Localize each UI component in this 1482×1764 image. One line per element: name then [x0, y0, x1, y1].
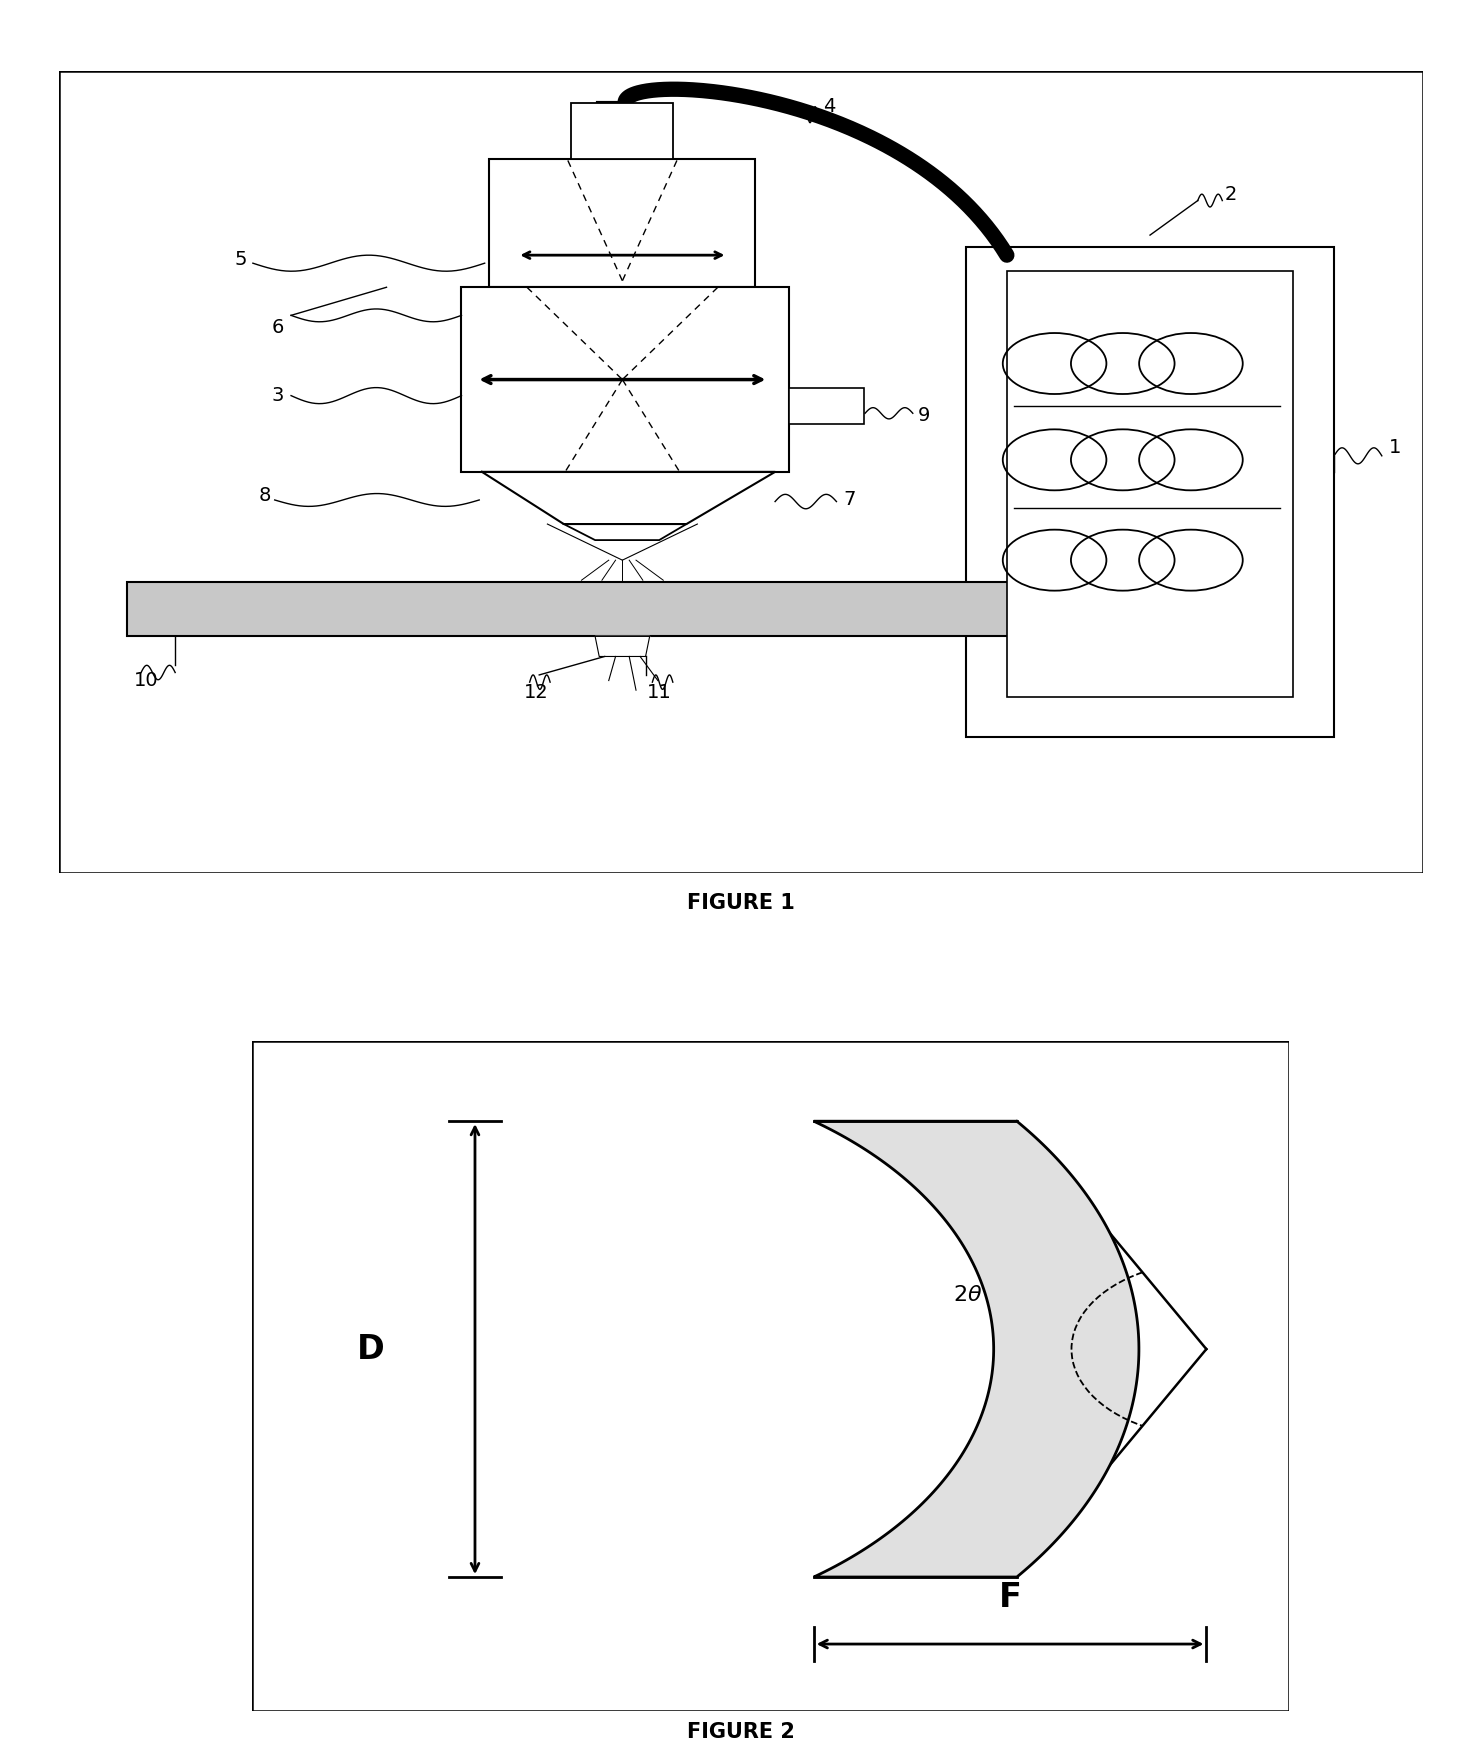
Bar — [788, 388, 864, 423]
Text: 5: 5 — [236, 250, 247, 268]
Polygon shape — [596, 637, 649, 656]
Bar — [571, 102, 673, 159]
Text: FIGURE 2: FIGURE 2 — [688, 1722, 794, 1743]
Text: 4: 4 — [824, 97, 836, 116]
Bar — [1006, 272, 1294, 697]
Text: D: D — [357, 1332, 385, 1365]
Text: 3: 3 — [271, 386, 285, 406]
Text: F: F — [999, 1581, 1021, 1614]
Bar — [966, 247, 1334, 737]
Polygon shape — [814, 1122, 1138, 1577]
Text: 6: 6 — [271, 318, 285, 337]
Text: 1: 1 — [1389, 437, 1400, 457]
Text: 8: 8 — [258, 487, 271, 506]
Bar — [127, 582, 1150, 637]
Text: 11: 11 — [646, 683, 671, 702]
Text: 2: 2 — [1226, 185, 1237, 205]
Text: 12: 12 — [525, 683, 548, 702]
Text: 2$\theta$: 2$\theta$ — [953, 1286, 983, 1305]
Bar — [489, 159, 754, 288]
Text: 10: 10 — [135, 670, 159, 690]
Text: 7: 7 — [843, 490, 855, 510]
Text: FIGURE 1: FIGURE 1 — [688, 893, 794, 914]
Bar — [461, 288, 788, 473]
Text: 9: 9 — [919, 406, 931, 425]
